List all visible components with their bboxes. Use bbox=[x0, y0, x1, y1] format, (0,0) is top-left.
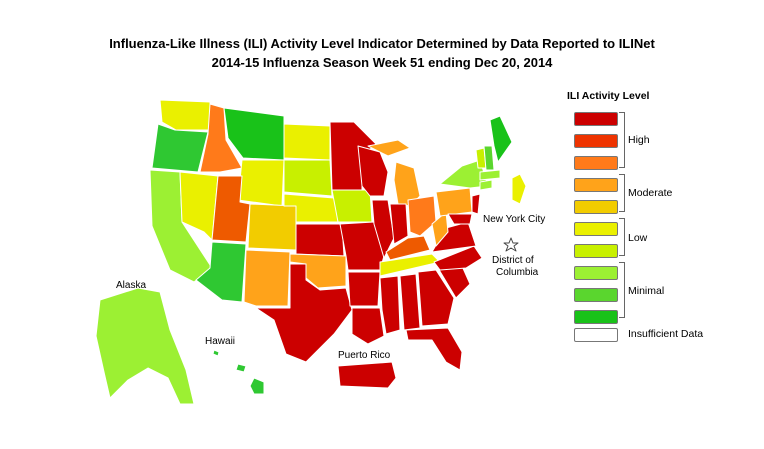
state-arkansas[interactable] bbox=[347, 271, 381, 307]
state-kentucky[interactable] bbox=[385, 235, 431, 261]
state-oklahoma[interactable] bbox=[289, 253, 347, 289]
state-north-carolina[interactable] bbox=[433, 245, 483, 271]
dc-label-line2: Columbia bbox=[496, 267, 539, 278]
state-ohio[interactable] bbox=[407, 195, 437, 237]
state-hawaii-islands[interactable] bbox=[212, 349, 220, 357]
legend-swatch-level-6 bbox=[574, 200, 618, 214]
district-of-columbia-marker[interactable] bbox=[503, 237, 519, 252]
puerto-rico[interactable] bbox=[337, 361, 397, 389]
new-york-city-inset[interactable] bbox=[511, 173, 527, 205]
state-maryland[interactable] bbox=[447, 213, 473, 225]
legend-swatch-level-4 bbox=[574, 244, 618, 258]
state-florida[interactable] bbox=[405, 327, 463, 371]
dc-label-line1: District of bbox=[492, 255, 534, 266]
legend-swatch-level-10 bbox=[574, 112, 618, 126]
legend-swatch-level-9 bbox=[574, 134, 618, 148]
legend-bracket-high bbox=[619, 112, 625, 168]
puerto-rico-label: Puerto Rico bbox=[338, 350, 391, 361]
state-pennsylvania[interactable] bbox=[435, 187, 473, 217]
map-subtitle: 2014-15 Influenza Season Week 51 ending … bbox=[211, 55, 553, 70]
state-wyoming[interactable] bbox=[237, 159, 285, 207]
state-louisiana[interactable] bbox=[351, 307, 385, 345]
state-kansas[interactable] bbox=[295, 223, 345, 257]
new-york-city-label: New York City bbox=[483, 214, 546, 225]
legend-label-moderate: Moderate bbox=[628, 187, 673, 199]
state-north-dakota[interactable] bbox=[283, 123, 331, 161]
legend-swatch-level-2 bbox=[574, 288, 618, 302]
legend-swatch-level-5 bbox=[574, 222, 618, 236]
state-arizona[interactable] bbox=[195, 241, 247, 303]
state-georgia[interactable] bbox=[417, 269, 455, 327]
legend-label-low: Low bbox=[628, 232, 648, 244]
state-hawaii-main[interactable] bbox=[249, 377, 265, 395]
state-iowa[interactable] bbox=[331, 189, 373, 223]
legend-swatch-level-8 bbox=[574, 156, 618, 170]
state-south-dakota[interactable] bbox=[283, 159, 333, 197]
state-connecticut[interactable] bbox=[479, 179, 493, 191]
state-maine[interactable] bbox=[489, 115, 513, 163]
legend-label-minimal: Minimal bbox=[628, 285, 665, 297]
state-illinois[interactable] bbox=[371, 199, 395, 259]
state-michigan-upper[interactable] bbox=[367, 139, 411, 157]
legend-swatch-level-3 bbox=[574, 266, 618, 280]
state-alaska[interactable] bbox=[95, 287, 195, 405]
legend-label-insufficient: Insufficient Data bbox=[628, 328, 704, 340]
hawaii-label: Hawaii bbox=[205, 336, 236, 347]
legend-bracket-moderate bbox=[619, 174, 625, 212]
state-indiana[interactable] bbox=[389, 203, 409, 245]
alaska-label: Alaska bbox=[116, 280, 147, 291]
state-mississippi[interactable] bbox=[379, 275, 401, 335]
state-montana[interactable] bbox=[223, 107, 285, 161]
state-hawaii-maui[interactable] bbox=[235, 363, 247, 373]
state-new-mexico[interactable] bbox=[243, 249, 291, 307]
map-title: Influenza-Like Illness (ILI) Activity Le… bbox=[109, 36, 655, 51]
legend-title: ILI Activity Level bbox=[567, 90, 650, 102]
state-colorado[interactable] bbox=[247, 203, 297, 251]
legend-bracket-minimal bbox=[619, 262, 625, 318]
state-texas[interactable] bbox=[255, 263, 353, 363]
legend-swatch-level-7 bbox=[574, 178, 618, 192]
state-new-hampshire[interactable] bbox=[483, 145, 495, 171]
legend-bracket-low bbox=[619, 218, 625, 256]
state-alabama[interactable] bbox=[399, 273, 421, 331]
state-washington[interactable] bbox=[159, 99, 211, 131]
legend-swatch-level-1 bbox=[574, 310, 618, 324]
legend-swatch-insufficient bbox=[574, 328, 618, 342]
state-oregon[interactable] bbox=[151, 123, 209, 173]
state-massachusetts[interactable] bbox=[479, 169, 501, 181]
legend-label-high: High bbox=[628, 134, 650, 146]
state-new-jersey[interactable] bbox=[471, 193, 481, 215]
state-nevada[interactable] bbox=[179, 171, 219, 241]
